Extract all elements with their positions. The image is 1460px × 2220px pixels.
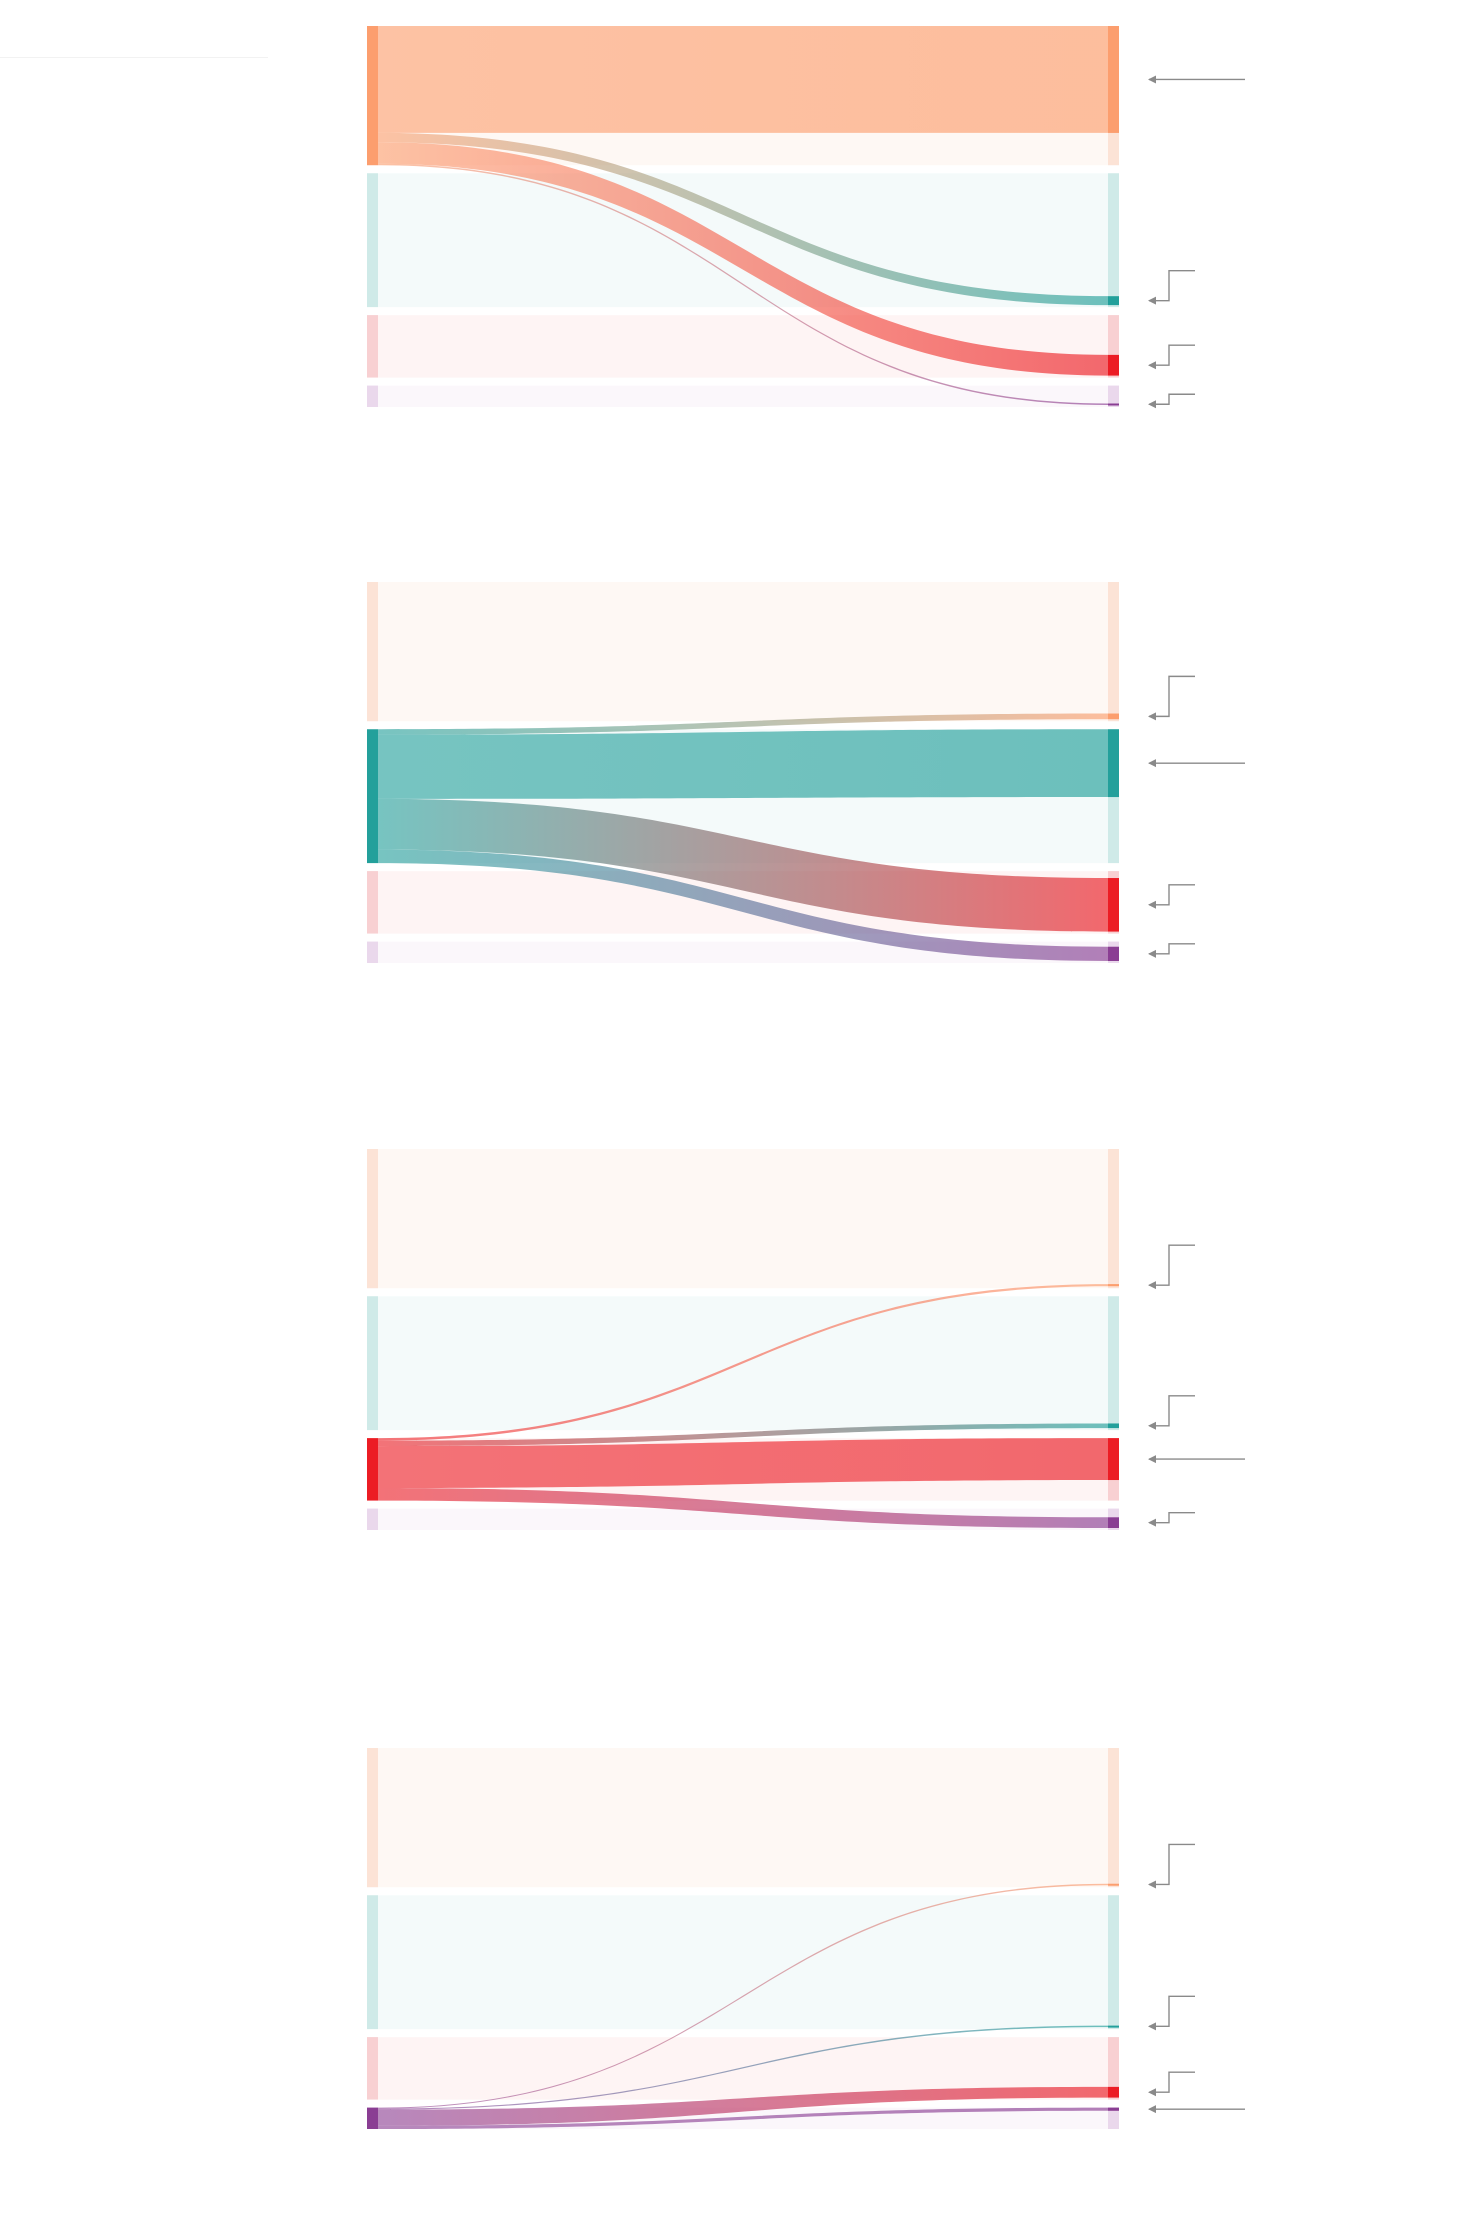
right-node-purple-highlight: [1108, 2107, 1119, 2111]
callout-arrow-purple: [1148, 400, 1156, 409]
callout-line-red: [1149, 884, 1195, 906]
left-node-orange: [367, 1149, 378, 1289]
background-ribbon: [378, 1748, 1108, 1888]
right-node-orange-highlight: [1108, 1883, 1119, 1886]
left-node-purple: [367, 385, 378, 407]
right-node-red-highlight: [1108, 2086, 1119, 2098]
right-node-red: [1108, 315, 1119, 378]
right-node-teal: [1108, 173, 1119, 308]
flow-teal-to-teal: [378, 729, 1108, 799]
callout-line-orange: [1149, 675, 1195, 718]
top-rule: [0, 57, 268, 58]
left-node-orange: [367, 582, 378, 722]
flow-red-to-red: [378, 1438, 1108, 1489]
sankey-panel-2: [367, 582, 1245, 963]
callout-line-teal: [1149, 269, 1195, 302]
background-ribbon: [378, 1895, 1108, 2030]
callout-arrow-teal: [1148, 296, 1156, 305]
left-node-red: [367, 315, 378, 378]
callout-arrow-orange: [1148, 712, 1156, 721]
callout-line-orange: [1149, 1843, 1195, 1886]
callout-line-red: [1149, 2071, 1195, 2093]
flow-orange-to-red: [378, 142, 1108, 376]
callout-arrow-orange: [1148, 75, 1156, 84]
right-node-teal: [1108, 1895, 1119, 2030]
right-node-purple-highlight: [1108, 1517, 1119, 1528]
callout-arrow-teal: [1148, 1421, 1156, 1430]
callout-line-purple: [1149, 943, 1195, 955]
right-node-purple: [1108, 2107, 1119, 2129]
right-node-purple: [1108, 385, 1119, 407]
callout-arrow-red: [1148, 361, 1156, 370]
flow-purple-to-teal: [378, 2025, 1108, 2110]
flow-purple-to-red: [378, 2086, 1108, 2126]
left-node-purple: [367, 2107, 378, 2129]
callout-line-teal: [1149, 1395, 1195, 1427]
flow-teal-to-orange: [378, 713, 1108, 735]
flow-red-to-purple: [378, 1488, 1108, 1528]
flow-teal-to-red: [378, 798, 1108, 932]
flow-purple-to-orange: [378, 1883, 1108, 2109]
right-node-red-highlight: [1108, 1438, 1119, 1481]
background-ribbon: [378, 1149, 1108, 1289]
background-ribbon: [378, 315, 1108, 378]
callout-arrow-red: [1148, 2088, 1156, 2097]
callout-arrow-purple: [1148, 949, 1156, 958]
flow-orange-to-orange: [378, 26, 1108, 133]
left-node-red: [367, 871, 378, 934]
callout-arrow-orange: [1148, 1880, 1156, 1889]
left-node-purple: [367, 1508, 378, 1530]
callout-line-orange: [1149, 1244, 1195, 1286]
flow-red-to-orange: [378, 1284, 1108, 1441]
left-node-red: [367, 1438, 378, 1501]
callout-line-red: [1149, 344, 1195, 366]
callout-arrow-purple: [1148, 2105, 1156, 2114]
sankey-panel-3: [367, 1149, 1245, 1530]
left-node-teal: [367, 1895, 378, 2030]
callout-arrow-red: [1148, 1455, 1156, 1464]
right-node-orange: [1108, 1748, 1119, 1888]
right-node-purple-highlight: [1108, 403, 1119, 406]
right-node-orange: [1108, 1149, 1119, 1289]
flow-orange-to-teal: [378, 132, 1108, 306]
left-node-red: [367, 2037, 378, 2100]
sankey-panel-4: [367, 1748, 1245, 2129]
left-node-purple: [367, 941, 378, 963]
right-node-red-highlight: [1108, 878, 1119, 932]
callout-arrow-teal: [1148, 2022, 1156, 2031]
callout-arrow-teal: [1148, 759, 1156, 768]
right-node-teal-highlight: [1108, 296, 1119, 306]
right-node-teal-highlight: [1108, 1423, 1119, 1429]
right-node-orange-highlight: [1108, 713, 1119, 720]
right-node-teal-highlight: [1108, 729, 1119, 798]
right-node-red-highlight: [1108, 354, 1119, 376]
flow-purple-to-purple: [378, 2107, 1108, 2129]
left-node-teal: [367, 729, 378, 864]
left-node-orange: [367, 1748, 378, 1888]
right-node-orange-highlight: [1108, 1284, 1119, 1287]
callout-arrow-orange: [1148, 1281, 1156, 1290]
callout-line-purple: [1149, 393, 1195, 405]
right-node-orange-highlight: [1108, 26, 1119, 133]
background-ribbon: [378, 385, 1108, 407]
flow-red-to-teal: [378, 1423, 1108, 1447]
background-ribbon: [378, 582, 1108, 722]
left-node-teal: [367, 1296, 378, 1431]
callout-line-teal: [1149, 1995, 1195, 2028]
right-node-red: [1108, 2037, 1119, 2100]
callout-line-purple: [1149, 1511, 1195, 1524]
right-node-orange: [1108, 582, 1119, 722]
left-node-orange: [367, 26, 378, 166]
callout-arrow-red: [1148, 900, 1156, 909]
right-node-purple-highlight: [1108, 946, 1119, 961]
right-node-teal: [1108, 1296, 1119, 1431]
sankey-panel-1: [367, 26, 1245, 409]
flow-teal-to-purple: [378, 849, 1108, 961]
callout-arrow-purple: [1148, 1518, 1156, 1527]
left-node-teal: [367, 173, 378, 308]
right-node-teal-highlight: [1108, 2025, 1119, 2028]
flow-orange-to-purple: [378, 163, 1108, 405]
background-ribbon: [378, 173, 1108, 308]
